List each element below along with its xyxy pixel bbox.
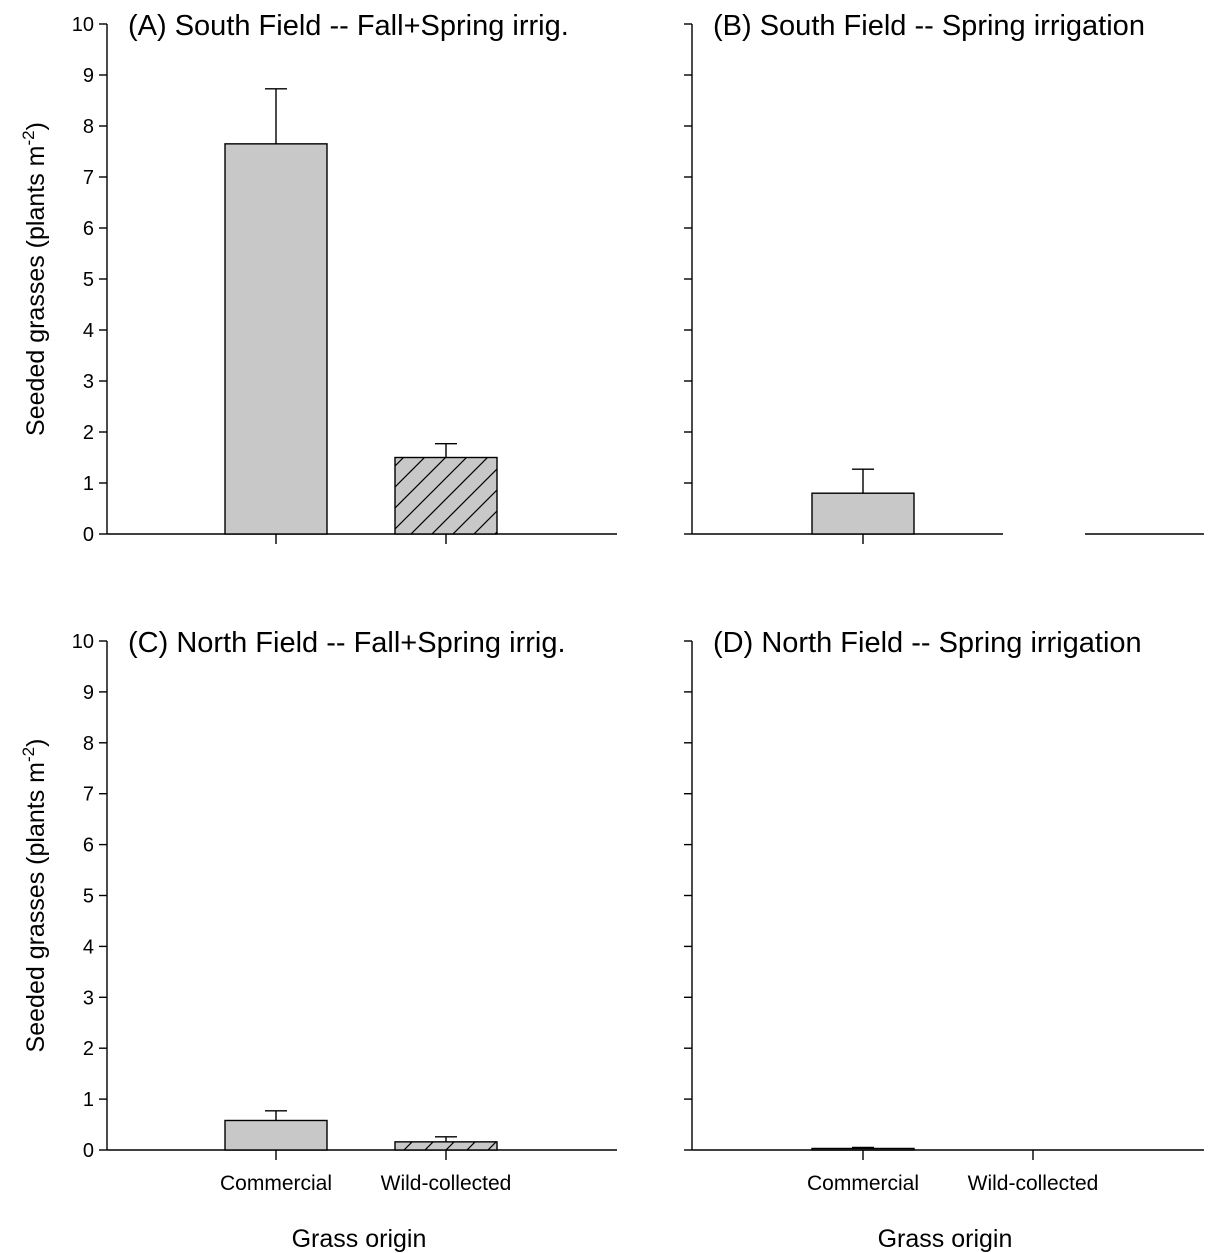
panel-title: (A) South Field -- Fall+Spring irrig. [128,10,569,42]
x-category-label: Commercial [220,1172,332,1195]
bar-wild-collected [394,1141,498,1151]
y-tick-label: 5 [83,886,94,908]
panel-title: (B) South Field -- Spring irrigation [713,10,1145,42]
y-axis-title: Seeded grasses (plants m-2) [19,122,50,436]
x-category-label: Wild-collected [968,1172,1099,1195]
y-tick-label: 3 [83,371,94,393]
y-tick-label: 8 [83,733,94,755]
y-tick-label: 3 [83,987,94,1009]
y-tick-label: 7 [83,784,94,806]
y-tick-label: 9 [83,682,94,704]
y-tick-label: 10 [72,631,94,653]
y-tick-label: 9 [83,65,94,87]
y-tick-label: 10 [72,14,94,36]
panel-title: (C) North Field -- Fall+Spring irrig. [128,627,566,659]
bar-commercial [811,1147,915,1151]
panel-a: 0 1 2 3 4 5 6 7 8 9 10 (A) South Field -- Fall+Spri… [19,10,617,546]
x-category-label: Commercial [807,1172,919,1195]
panel-c: 0 1 2 3 4 5 6 7 8 9 10 Commercial Wild-collected (C) … [19,627,617,1253]
y-tick-label: 5 [83,269,94,291]
bar-commercial [224,1119,328,1151]
y-tick-label: 0 [83,524,94,546]
y-axis-title: Seeded grasses (plants m-2) [19,739,50,1053]
x-axis-title: Grass origin [878,1225,1013,1253]
panel-title: (D) North Field -- Spring irrigation [713,627,1142,659]
panel-d: Commercial Wild-collected (D) North Field … [684,627,1204,1253]
y-tick-label: 2 [83,1038,94,1060]
y-tick-label: 6 [83,218,94,240]
bar-commercial [224,143,328,535]
y-tick-label: 2 [83,422,94,444]
y-tick-label: 8 [83,116,94,138]
y-tick-label: 1 [83,1089,94,1111]
y-tick-label: 0 [83,1140,94,1162]
bar-commercial [811,492,915,535]
bar-wild-collected [394,456,498,535]
panel-b: (B) South Field -- Spring irrigation [684,10,1204,544]
y-tick-label: 4 [83,936,94,958]
x-axis-title: Grass origin [292,1225,427,1253]
y-tick-label: 7 [83,167,94,189]
x-category-label: Wild-collected [381,1172,512,1195]
y-tick-label: 1 [83,473,94,495]
y-tick-label: 4 [83,320,94,342]
y-tick-label: 6 [83,835,94,857]
